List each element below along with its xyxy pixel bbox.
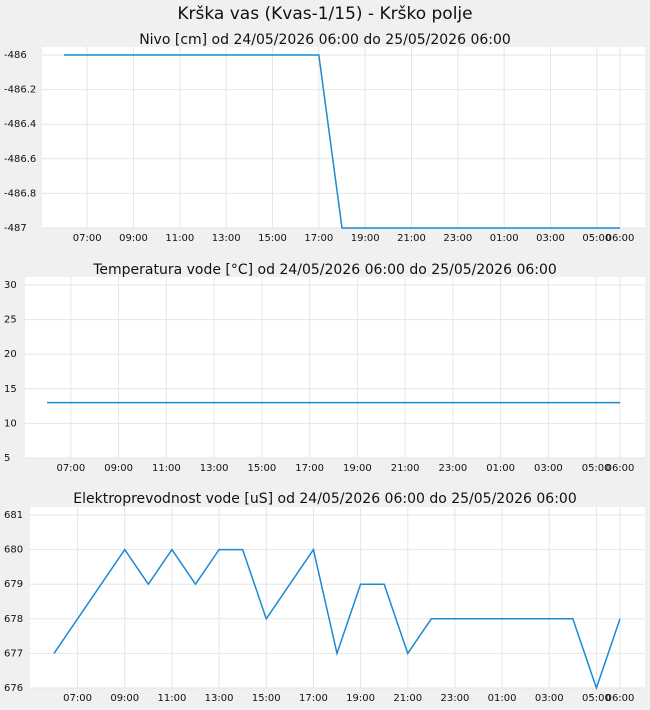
y-tick-label: 677 (4, 648, 23, 659)
x-tick-label: 11:00 (165, 233, 194, 244)
x-tick-label: 09:00 (104, 463, 133, 474)
x-tick-label: 11:00 (158, 693, 187, 704)
y-tick-label: 679 (4, 579, 23, 590)
x-tick-label: 23:00 (443, 233, 472, 244)
data-line (53, 547, 621, 691)
x-tick-label: 19:00 (343, 463, 372, 474)
chart-title: Elektroprevodnost vode [uS] od 24/05/202… (73, 491, 576, 507)
x-tick-label: 07:00 (73, 233, 102, 244)
x-tick-label: 03:00 (536, 233, 565, 244)
y-tick-label: -486 (4, 50, 27, 61)
x-tick-label: 07:00 (63, 693, 92, 704)
x-tick-label: 17:00 (304, 233, 333, 244)
x-tick-label: 11:00 (152, 463, 181, 474)
x-tick-label: 15:00 (258, 233, 287, 244)
x-tick-label: 05:00 (582, 693, 611, 704)
y-tick-label: 678 (4, 614, 23, 625)
x-tick-label: 05:00 (582, 463, 611, 474)
x-tick-label: 19:00 (351, 233, 380, 244)
y-tick-label: 680 (4, 545, 23, 556)
y-tick-label: 20 (4, 349, 17, 360)
x-tick-label: 19:00 (346, 693, 375, 704)
x-tick-label: 01:00 (490, 233, 519, 244)
y-tick-label: 681 (4, 510, 23, 521)
data-line (64, 54, 620, 229)
x-tick-label: 09:00 (110, 693, 139, 704)
x-tick-label: 07:00 (56, 463, 85, 474)
y-tick-label: -487 (4, 223, 27, 234)
x-tick-label: 06:00 (606, 463, 635, 474)
x-tick-label: 13:00 (200, 463, 229, 474)
x-tick-label: 15:00 (247, 463, 276, 474)
x-tick-label: 03:00 (534, 463, 563, 474)
plot-area (42, 47, 645, 228)
x-tick-label: 23:00 (438, 463, 467, 474)
x-tick-label: 13:00 (212, 233, 241, 244)
plot-area (30, 507, 645, 688)
y-tick-label: 5 (4, 453, 10, 464)
y-tick-label: 15 (4, 384, 17, 395)
x-tick-label: 06:00 (606, 693, 635, 704)
x-tick-label: 21:00 (393, 693, 422, 704)
chart-title: Nivo [cm] od 24/05/2026 06:00 do 25/05/2… (139, 32, 511, 48)
x-tick-label: 21:00 (391, 463, 420, 474)
x-tick-label: 01:00 (486, 463, 515, 474)
y-tick-label: -486.8 (4, 188, 36, 199)
x-tick-label: 03:00 (535, 693, 564, 704)
x-tick-label: 15:00 (252, 693, 281, 704)
x-tick-label: 17:00 (295, 463, 324, 474)
y-tick-label: -486.6 (4, 154, 36, 165)
x-tick-label: 23:00 (441, 693, 470, 704)
chart-title: Temperatura vode [°C] od 24/05/2026 06:0… (92, 262, 557, 278)
y-tick-label: 676 (4, 683, 23, 694)
page-title: Krška vas (Kvas-1/15) - Krško polje (177, 4, 472, 24)
y-tick-label: 30 (4, 280, 17, 291)
y-tick-label: -486.2 (4, 85, 36, 96)
x-tick-label: 13:00 (205, 693, 234, 704)
y-tick-label: 10 (4, 418, 17, 429)
x-tick-label: 09:00 (119, 233, 148, 244)
x-tick-label: 21:00 (397, 233, 426, 244)
x-tick-label: 06:00 (606, 233, 635, 244)
y-tick-label: -486.4 (4, 119, 36, 130)
plot-area (25, 277, 645, 458)
y-tick-label: 25 (4, 315, 17, 326)
x-tick-label: 05:00 (582, 233, 611, 244)
x-tick-label: 01:00 (488, 693, 517, 704)
x-tick-label: 17:00 (299, 693, 328, 704)
